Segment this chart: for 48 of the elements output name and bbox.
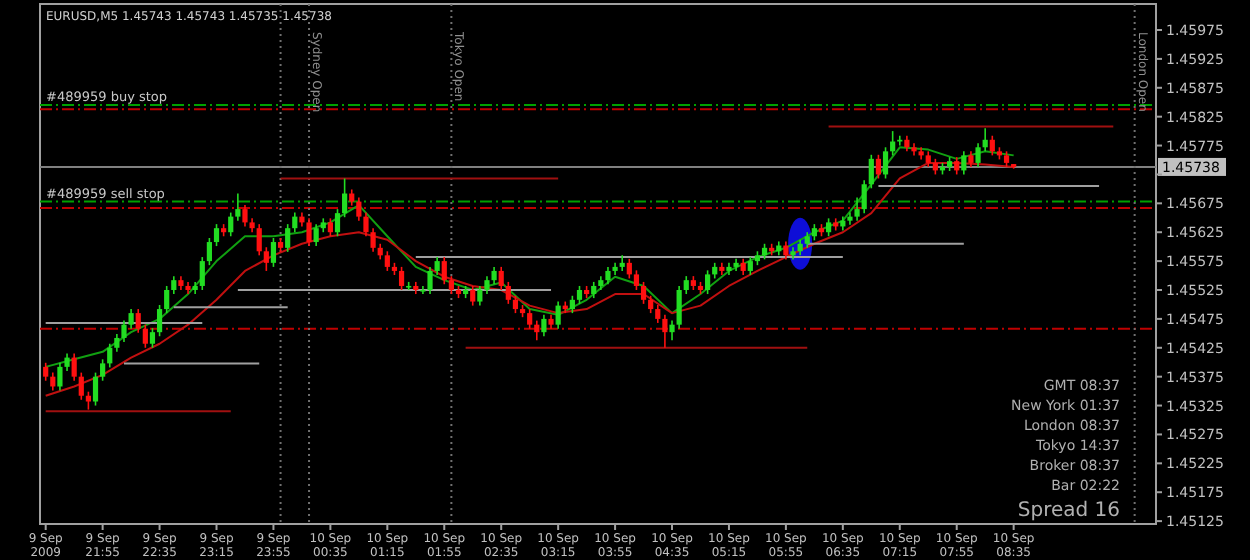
candlestick: [92, 371, 99, 407]
candlestick: [135, 308, 141, 334]
candlestick: [57, 362, 63, 392]
candlestick: [164, 285, 170, 314]
candlestick: [541, 314, 547, 338]
candlestick: [228, 211, 234, 238]
candlestick: [242, 204, 248, 228]
candlestick: [527, 308, 533, 330]
candlestick: [263, 246, 269, 272]
candlestick: [384, 250, 390, 272]
candlestick: [213, 223, 220, 247]
annotation: Spread 16: [1017, 500, 1120, 522]
candlestick: [285, 223, 291, 253]
candlestick: [334, 208, 341, 238]
candlestick: [477, 285, 483, 307]
candlestick: [306, 217, 312, 247]
candlestick: [882, 146, 889, 180]
candlestick: [398, 266, 405, 291]
candlestick: [441, 256, 447, 286]
candlestick: [505, 281, 511, 305]
candlestick: [619, 254, 625, 272]
candlestick: [256, 223, 262, 257]
candlestick: [534, 319, 540, 342]
candlestick: [961, 150, 967, 176]
candlestick: [989, 134, 995, 157]
candlestick: [640, 281, 647, 305]
candlestick: [705, 269, 711, 295]
candlestick: [633, 269, 640, 291]
candlestick: [875, 154, 882, 180]
candlestick: [470, 285, 476, 307]
candlestick: [342, 177, 348, 218]
candlestick: [555, 300, 561, 330]
candlestick: [100, 358, 106, 382]
candlestick: [128, 308, 134, 330]
candlestick: [897, 134, 903, 147]
candlestick: [156, 304, 163, 338]
candlestick: [868, 154, 874, 190]
candlestick: [149, 327, 156, 349]
candlestick: [270, 237, 277, 268]
candlestick: [861, 179, 867, 214]
candlestick: [107, 342, 113, 369]
candlestick: [142, 323, 148, 349]
candlestick: [292, 211, 298, 234]
candlestick: [199, 256, 205, 291]
candlestick: [313, 223, 319, 247]
candlestick: [206, 237, 212, 266]
candlestick: [498, 266, 504, 291]
candlestick: [626, 258, 632, 280]
